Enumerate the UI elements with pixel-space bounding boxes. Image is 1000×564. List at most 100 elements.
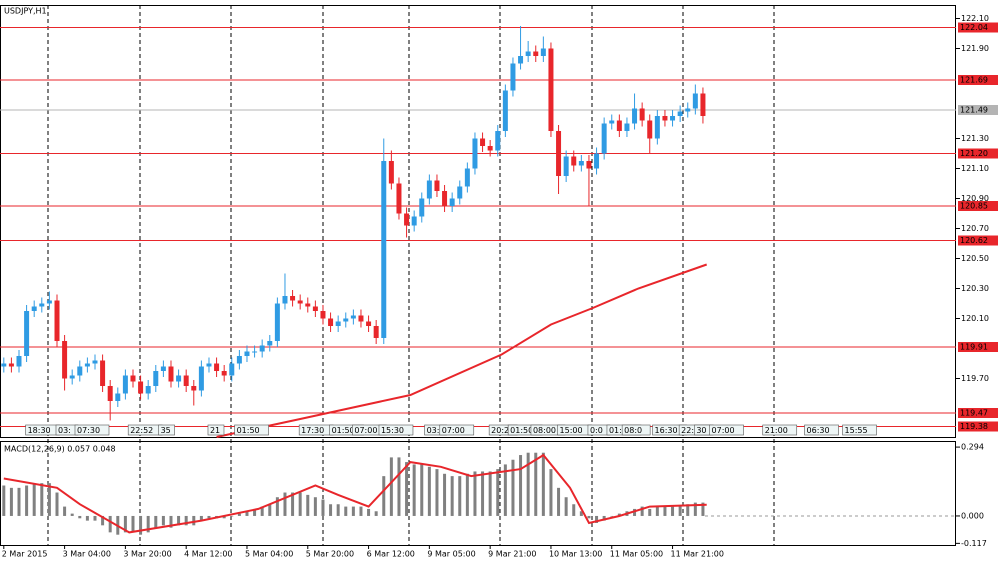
macd-bar	[154, 515, 158, 528]
trade-marker-label: 01:50	[237, 426, 260, 435]
trade-marker-label: 08:0	[624, 426, 642, 435]
macd-bar	[63, 506, 67, 516]
candle-body	[442, 191, 448, 206]
macd-bar	[313, 497, 317, 516]
trade-marker-label: 17:30	[301, 426, 324, 435]
macd-bar	[412, 464, 416, 516]
macd-bar	[85, 515, 89, 521]
macd-bar	[435, 469, 439, 516]
candle-body	[153, 371, 159, 386]
y-tick-label: 119.70	[961, 374, 989, 383]
macd-bar	[131, 515, 135, 533]
x-tick-label: 3 Mar 20:00	[123, 550, 171, 559]
candle-body	[221, 371, 227, 376]
macd-bar	[678, 505, 682, 516]
candle-body	[236, 356, 242, 364]
candle-body	[84, 363, 90, 367]
current-price-box	[958, 105, 998, 115]
macd-bar	[230, 515, 234, 517]
candle-body	[495, 131, 501, 151]
macd-bar	[610, 515, 614, 517]
candle-body	[662, 116, 668, 121]
macd-bar	[351, 506, 355, 516]
macd-bar	[55, 492, 59, 516]
macd-bar	[526, 452, 530, 516]
macd-bar	[663, 506, 667, 516]
trade-marker-label: 15:00	[560, 426, 583, 435]
macd-bar	[268, 504, 272, 516]
candle-body	[130, 375, 136, 382]
y-tick-label: 120.10	[961, 314, 989, 323]
trade-marker-label: 30	[696, 426, 706, 435]
candle-body	[578, 161, 584, 166]
level-box	[958, 421, 998, 432]
macd-y-tick-label: -0.117	[961, 539, 987, 548]
trade-marker-label: 01:50	[609, 426, 632, 435]
y-tick-label: 121.90	[961, 44, 989, 53]
macd-bar	[557, 487, 561, 516]
macd-bar	[9, 487, 13, 516]
candle-body	[624, 123, 630, 131]
x-tick-label: 9 Mar 21:00	[488, 550, 536, 559]
level-label: 121.69	[960, 76, 988, 85]
macd-bar	[602, 515, 606, 521]
macd-bar	[519, 455, 523, 516]
trade-marker-label: 0:0	[590, 426, 603, 435]
trade-marker-label: 15:55	[845, 426, 868, 435]
candle-body	[609, 120, 615, 124]
candle-body	[540, 48, 546, 56]
candle-body	[601, 123, 607, 154]
candle-body	[176, 375, 182, 382]
macd-bar	[101, 515, 105, 526]
trade-marker-label: 07:30	[77, 426, 100, 435]
macd-bar	[260, 506, 264, 516]
macd-bar	[511, 459, 515, 516]
candle-body	[206, 363, 212, 367]
macd-bar	[78, 515, 82, 519]
macd-signal-line	[3, 453, 707, 534]
candle-body	[571, 156, 577, 166]
candle-body	[487, 146, 493, 151]
macd-bar	[139, 515, 143, 535]
current-price-label: 121.49	[960, 106, 988, 115]
candle-body	[343, 318, 349, 322]
level-label: 119.91	[960, 343, 988, 352]
candle-body	[366, 321, 372, 326]
candle-body	[115, 393, 121, 401]
candle-body	[39, 303, 45, 307]
candle-body	[700, 93, 706, 116]
x-tick-label: 6 Mar 12:00	[367, 550, 415, 559]
candle-body	[92, 360, 98, 364]
trade-marker-box	[74, 424, 110, 436]
trade-marker-label: 07:00	[442, 426, 465, 435]
macd-bar	[541, 452, 545, 516]
trade-marker-label: 20:2	[491, 426, 509, 435]
macd-bar	[184, 515, 188, 526]
macd-bar	[427, 466, 431, 516]
macd-bar	[481, 471, 485, 516]
macd-bar	[564, 497, 568, 516]
y-tick-label: 120.90	[961, 194, 989, 203]
macd-bar	[443, 473, 447, 516]
macd-bar	[420, 464, 424, 516]
candle-body	[77, 366, 83, 376]
candle-body	[480, 138, 486, 146]
x-tick-label: 5 Mar 20:00	[306, 550, 354, 559]
candle-body	[654, 116, 660, 139]
candle-body	[426, 180, 432, 199]
macd-bar	[306, 494, 310, 516]
candle-body	[138, 381, 144, 394]
candle-body	[320, 311, 326, 319]
level-label: 120.85	[960, 202, 988, 211]
macd-bar	[207, 515, 211, 519]
candle-body	[472, 138, 478, 169]
candle-body	[16, 356, 22, 367]
level-box	[958, 22, 998, 33]
candle-body	[548, 48, 554, 131]
candle-body	[145, 386, 151, 394]
candle-body	[510, 63, 516, 91]
macd-bar	[633, 508, 637, 516]
candle-body	[616, 120, 622, 131]
macd-bar	[199, 515, 203, 521]
trade-marker-label: 01:50	[510, 426, 533, 435]
